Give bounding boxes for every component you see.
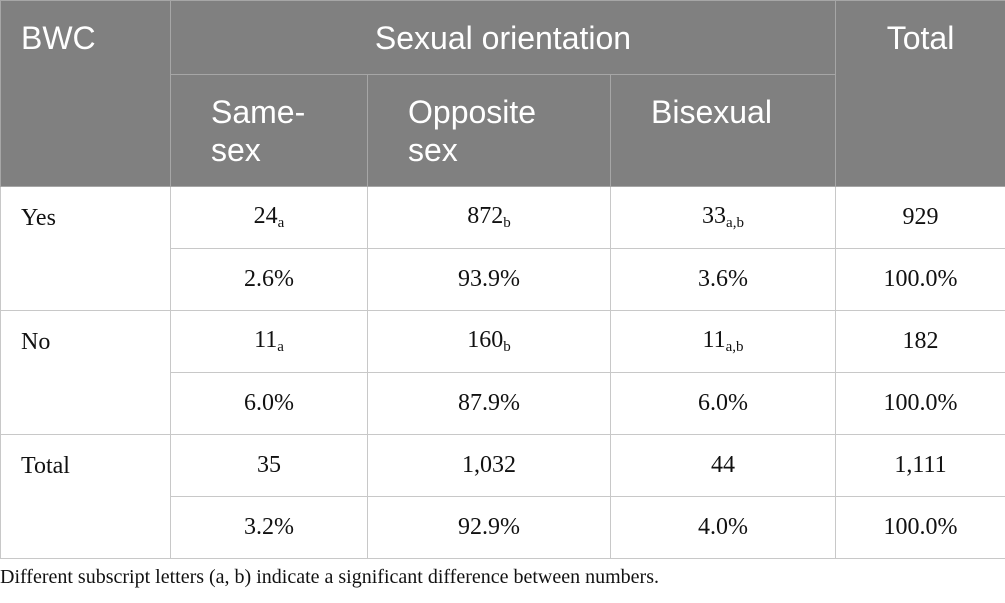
count-value: 1,032 [462, 452, 516, 478]
percent-total: 100.0% [835, 248, 1005, 311]
count-cell: 1,032 [367, 434, 611, 497]
count-row: No 11a 160b 11a,b 182 [0, 310, 1005, 435]
count-value: 11 [702, 327, 726, 353]
percent-cell: 3.6% [610, 248, 836, 311]
percent-total: 100.0% [835, 496, 1005, 559]
subscript: a [277, 215, 285, 231]
count-total: 929 [835, 186, 1005, 249]
count-cell: 160b [367, 310, 611, 373]
column-header-text: Bisexual [651, 94, 772, 130]
percent-cell: 92.9% [367, 496, 611, 559]
subscript: b [503, 215, 511, 231]
column-header: Same-sex [170, 74, 368, 187]
group-header: Sexual orientation [170, 0, 836, 75]
row-label-header: BWC [0, 0, 171, 187]
header-row: Same-sex Opposite sex Bisexual [1, 74, 1005, 187]
count-value: 35 [257, 452, 281, 478]
count-value: 44 [711, 452, 735, 478]
subscript: b [503, 339, 511, 355]
count-cell: 24a [170, 186, 368, 249]
row-label: Yes [0, 186, 171, 311]
column-header: Bisexual [610, 74, 836, 187]
column-header: Opposite sex [367, 74, 611, 187]
total-header: Total [835, 0, 1005, 187]
table-note: Different subscript letters (a, b) indic… [0, 566, 660, 588]
count-cell: 872b [367, 186, 611, 249]
percent-row: 3.2% 92.9% 4.0% 100.0% [1, 496, 1005, 559]
count-cell: 35 [170, 434, 368, 497]
subscript: a,b [725, 339, 744, 355]
count-cell: 33a,b [610, 186, 836, 249]
count-total: 1,111 [835, 434, 1005, 497]
column-header-text: Same-sex [211, 94, 306, 168]
count-cell: 44 [610, 434, 836, 497]
subscript: a [277, 339, 284, 355]
percent-cell: 4.0% [610, 496, 836, 559]
count-value: 872 [467, 203, 504, 229]
percent-cell: 87.9% [367, 372, 611, 435]
count-value: 33 [702, 203, 727, 229]
column-header-text: Opposite sex [408, 94, 537, 168]
percent-total: 100.0% [835, 372, 1005, 435]
row-label: No [0, 310, 171, 435]
percent-cell: 93.9% [367, 248, 611, 311]
count-row: Total 35 1,032 44 1,111 [0, 434, 1005, 559]
header-row: BWC Sexual orientation Total [0, 0, 1005, 187]
count-cell: 11a,b [610, 310, 836, 373]
table-body: Yes 24a 872b 33a,b 929 2.6% 93.9% 3.6% 100.0% No 1… [0, 186, 1005, 559]
count-value: 24 [253, 203, 278, 229]
percent-cell: 6.0% [610, 372, 836, 435]
row-label: Total [0, 434, 171, 559]
percent-cell: 2.6% [170, 248, 368, 311]
count-row: Yes 24a 872b 33a,b 929 [0, 186, 1005, 311]
table-header: BWC Sexual orientation Total Same-sex Opposi… [0, 0, 1005, 187]
percent-cell: 3.2% [170, 496, 368, 559]
percent-cell: 6.0% [170, 372, 368, 435]
data-table: BWC Sexual orientation Total Same-sex Opposi… [0, 0, 1005, 559]
count-total: 182 [835, 310, 1005, 373]
count-value: 160 [467, 327, 504, 353]
count-cell: 11a [170, 310, 368, 373]
subscript: a,b [726, 215, 744, 231]
count-value: 11 [254, 327, 278, 353]
